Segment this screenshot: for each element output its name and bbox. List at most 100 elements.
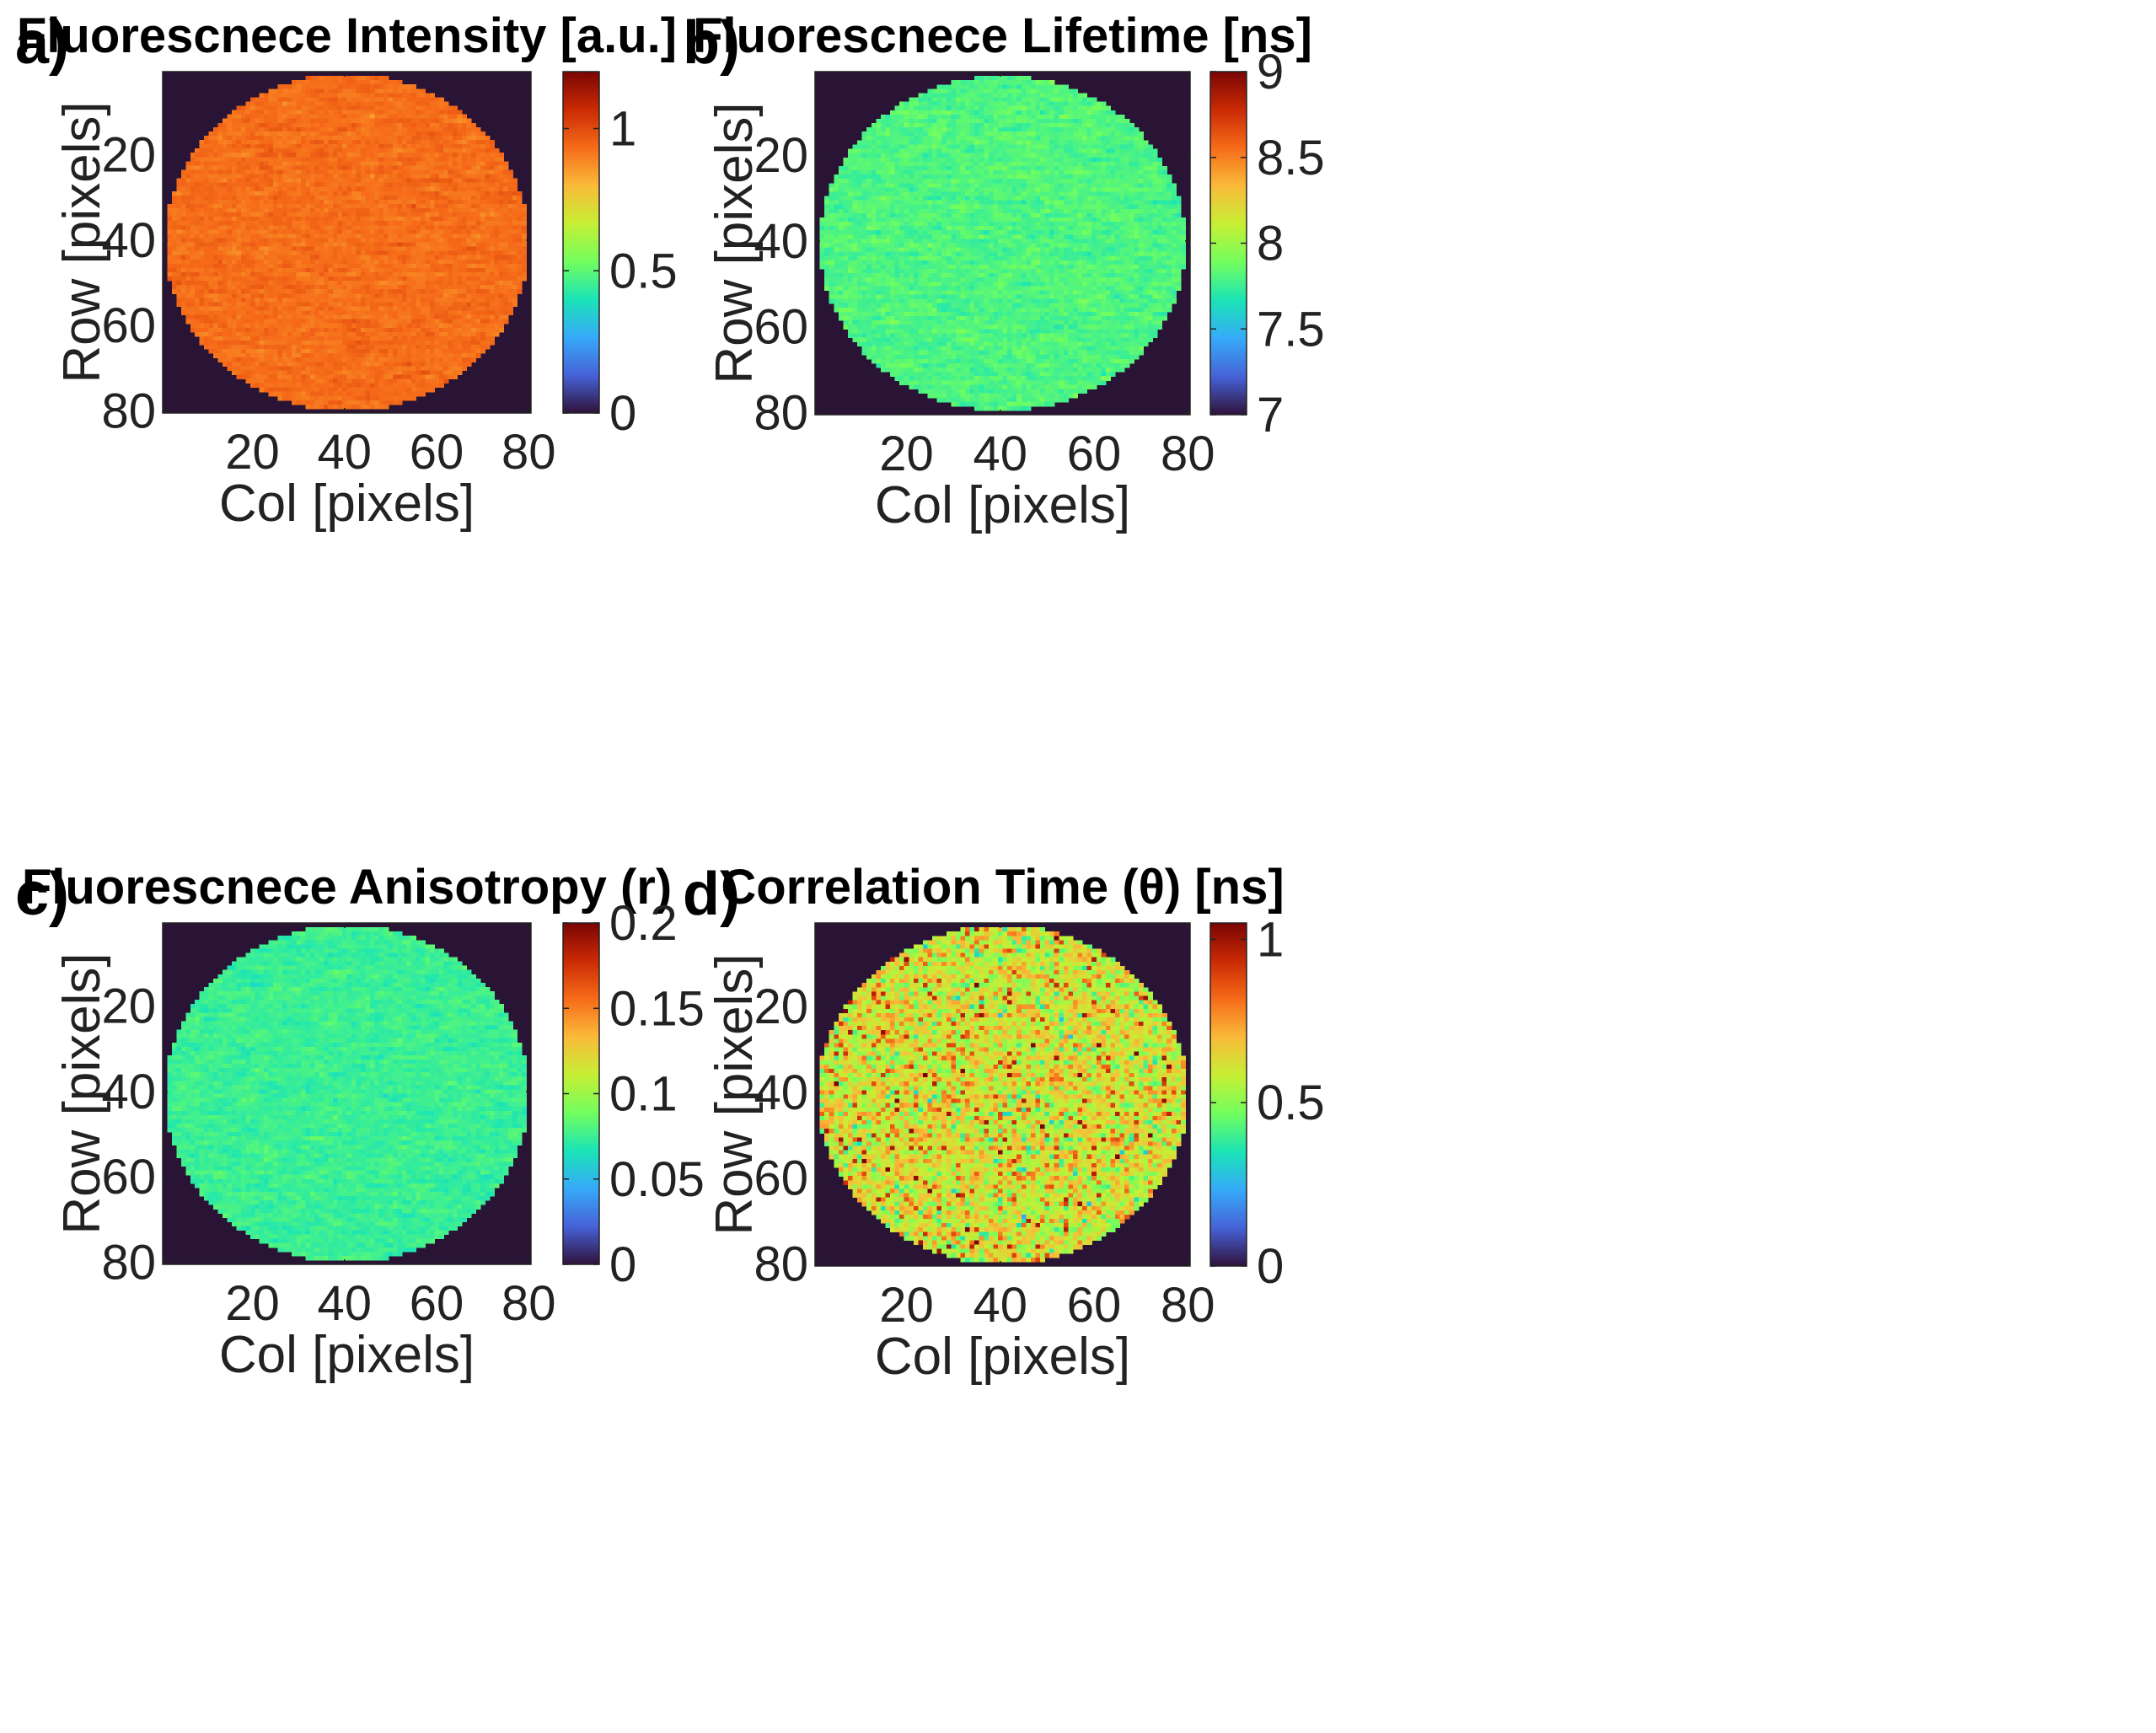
heatmap-cell xyxy=(305,331,311,337)
heatmap-cell xyxy=(475,195,481,201)
heatmap-cell xyxy=(268,263,274,269)
heatmap-cell xyxy=(393,340,399,346)
heatmap-cell xyxy=(416,105,421,111)
heatmap-cell xyxy=(208,259,214,265)
heatmap-cell xyxy=(245,148,251,153)
heatmap-cell xyxy=(277,208,283,213)
heatmap-cell xyxy=(365,229,371,234)
heatmap-cell xyxy=(429,165,435,171)
heatmap-cell xyxy=(388,169,394,175)
heatmap-cell xyxy=(416,310,421,316)
heatmap-cell xyxy=(993,89,999,94)
heatmap-cell xyxy=(204,165,210,171)
heatmap-cell xyxy=(443,122,449,128)
heatmap-cell xyxy=(277,135,283,141)
heatmap-cell xyxy=(416,114,421,120)
heatmap-cell xyxy=(498,246,504,252)
heatmap-cell xyxy=(227,238,233,244)
heatmap-cell xyxy=(337,349,343,354)
heatmap-cell xyxy=(383,327,389,333)
heatmap-cell xyxy=(249,238,255,244)
heatmap-cell xyxy=(365,93,371,98)
heatmap-cell xyxy=(319,391,324,397)
heatmap-cell xyxy=(333,229,339,234)
heatmap-cell xyxy=(277,340,283,346)
heatmap-cell xyxy=(328,404,334,410)
heatmap-cell xyxy=(397,298,403,303)
heatmap-cell xyxy=(378,366,384,371)
heatmap-cell xyxy=(305,126,311,132)
heatmap-cell xyxy=(264,195,270,201)
heatmap-cell xyxy=(309,366,315,371)
heatmap-cell xyxy=(425,221,431,226)
heatmap-cell xyxy=(410,93,417,98)
heatmap-cell xyxy=(378,135,384,141)
heatmap-cell xyxy=(333,144,339,149)
heatmap-cell xyxy=(287,89,292,94)
heatmap-cell xyxy=(429,208,435,213)
heatmap-cell xyxy=(296,178,302,184)
heatmap-cell xyxy=(282,89,288,94)
heatmap-cell xyxy=(259,271,265,277)
heatmap-cell xyxy=(489,140,495,145)
heatmap-cell xyxy=(420,225,426,230)
heatmap-cell xyxy=(319,76,324,81)
heatmap-cell xyxy=(475,225,481,230)
panel-letter: a) xyxy=(15,9,69,77)
heatmap-cell xyxy=(453,135,459,141)
heatmap-cell xyxy=(466,190,472,196)
heatmap-cell xyxy=(429,182,435,188)
heatmap-cell xyxy=(223,335,228,341)
heatmap-cell xyxy=(453,302,459,308)
heatmap-cell xyxy=(517,225,523,230)
heatmap-cell xyxy=(410,212,417,217)
heatmap-cell xyxy=(314,314,320,320)
heatmap-cell xyxy=(369,285,375,290)
heatmap-cell xyxy=(291,400,298,405)
heatmap-cell xyxy=(255,319,260,325)
heatmap-cell xyxy=(397,242,403,248)
heatmap-cell xyxy=(489,276,495,282)
heatmap-cell xyxy=(259,374,265,380)
heatmap-cell xyxy=(282,378,288,384)
heatmap-cell xyxy=(213,319,219,325)
heatmap-cell xyxy=(369,153,375,158)
heatmap-cell xyxy=(309,246,315,252)
heatmap-cell xyxy=(457,122,463,128)
heatmap-cell xyxy=(287,195,292,201)
heatmap-cell xyxy=(438,378,444,384)
heatmap-cell xyxy=(190,289,196,294)
heatmap-cell xyxy=(190,165,196,171)
heatmap-cell xyxy=(406,345,412,350)
heatmap-cell xyxy=(356,349,362,354)
heatmap-cell xyxy=(282,276,288,282)
heatmap-cell xyxy=(360,131,366,137)
heatmap-cell xyxy=(245,212,251,217)
heatmap-cell xyxy=(255,225,260,230)
heatmap-cell xyxy=(457,259,463,265)
heatmap-cell xyxy=(374,285,380,290)
heatmap-cell xyxy=(425,357,431,362)
heatmap-cell xyxy=(249,340,255,346)
heatmap-cell xyxy=(337,378,343,384)
heatmap-cell xyxy=(333,391,339,397)
heatmap-cell xyxy=(443,242,449,248)
heatmap-cell xyxy=(351,195,357,201)
heatmap-cell xyxy=(319,357,324,362)
heatmap-cell xyxy=(227,327,233,333)
heatmap-cell xyxy=(498,217,504,222)
heatmap-cell xyxy=(466,186,472,192)
heatmap-cell xyxy=(466,323,472,329)
heatmap-cell xyxy=(406,161,412,166)
heatmap-cell xyxy=(429,383,435,389)
heatmap-cell xyxy=(346,374,352,380)
heatmap-cell xyxy=(393,80,399,85)
heatmap-cell xyxy=(223,190,228,196)
heatmap-cell xyxy=(494,217,500,222)
heatmap-cell xyxy=(369,169,375,175)
heatmap-cell xyxy=(259,153,265,158)
heatmap-cell xyxy=(438,314,444,320)
heatmap-cell xyxy=(342,174,348,180)
heatmap-cell xyxy=(337,161,343,166)
heatmap-cell xyxy=(383,281,389,286)
